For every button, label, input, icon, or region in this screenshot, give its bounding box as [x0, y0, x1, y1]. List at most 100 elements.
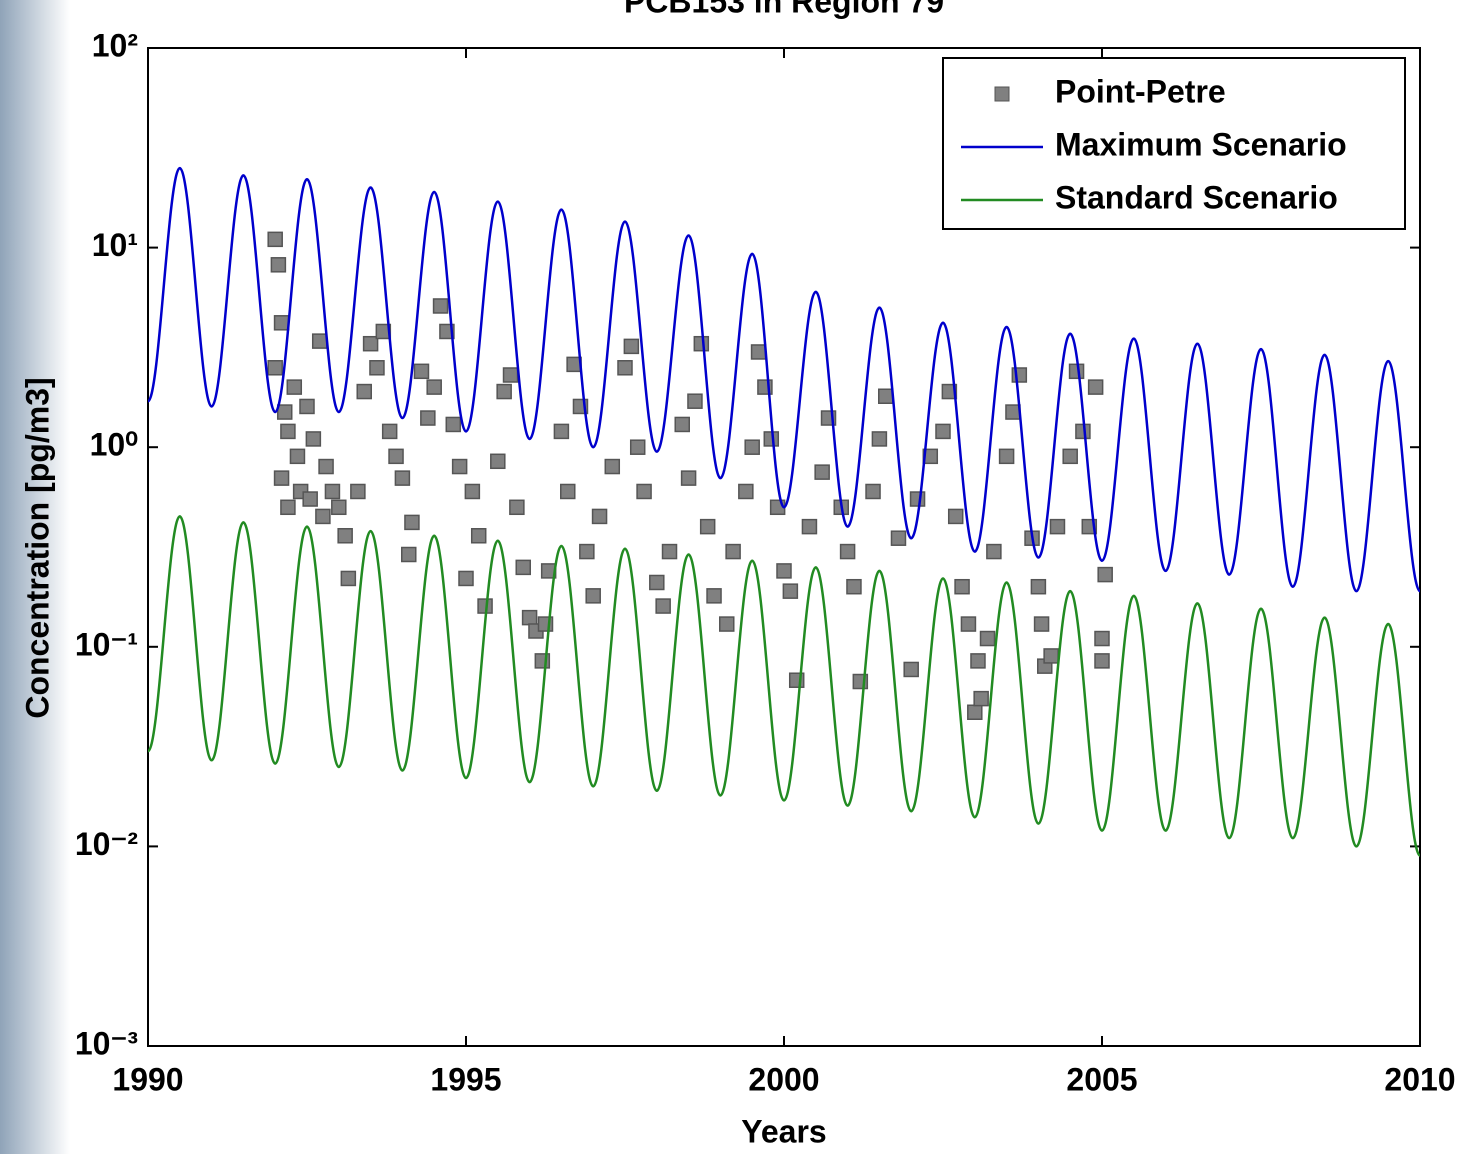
data-point: [1094, 653, 1110, 669]
data-point: [337, 528, 353, 544]
data-point: [289, 448, 306, 465]
data-point: [426, 379, 442, 395]
data-point: [629, 439, 646, 455]
data-point: [311, 333, 328, 349]
data-point: [998, 448, 1015, 465]
data-point: [388, 448, 404, 465]
data-point: [693, 335, 710, 352]
series-line: [146, 166, 1422, 593]
data-point: [954, 578, 970, 595]
data-point: [340, 570, 357, 587]
data-point: [719, 616, 735, 632]
data-point: [1068, 363, 1085, 380]
plot-content: [146, 166, 1422, 857]
data-point: [680, 470, 697, 486]
data-point: [890, 530, 907, 546]
data-point: [585, 588, 601, 604]
data-point: [922, 448, 939, 465]
data-point: [302, 491, 318, 507]
series-line: [146, 515, 1422, 857]
data-point: [909, 491, 926, 507]
data-point: [706, 588, 722, 604]
data-point: [369, 360, 385, 376]
data-point: [979, 630, 996, 647]
data-point: [515, 559, 531, 576]
data-point: [776, 563, 792, 579]
y-tick-label: 10⁻³: [75, 1025, 138, 1061]
x-tick-label: 2010: [1384, 1061, 1455, 1097]
data-point: [305, 431, 322, 447]
data-point: [381, 423, 398, 440]
data-point: [661, 543, 678, 560]
legend-label: Maximum Scenario: [1055, 126, 1347, 162]
data-point: [878, 388, 894, 404]
data-point: [324, 483, 341, 500]
data-point: [947, 508, 964, 525]
data-point: [846, 578, 862, 595]
legend-label: Point-Petre: [1055, 73, 1226, 109]
data-point: [725, 543, 741, 560]
data-point: [967, 704, 983, 720]
data-point: [502, 367, 519, 383]
data-point: [617, 360, 633, 376]
data-point: [871, 431, 888, 447]
x-tick-label: 1995: [430, 1061, 501, 1097]
data-point: [1005, 404, 1021, 420]
data-point: [579, 543, 595, 560]
data-point: [560, 483, 576, 500]
data-point: [801, 518, 818, 535]
data-point: [1062, 448, 1078, 465]
data-point: [445, 416, 462, 433]
data-point: [960, 616, 977, 632]
y-tick-label: 10⁰: [90, 427, 139, 463]
data-point: [553, 423, 570, 440]
data-point: [1094, 630, 1110, 647]
data-point: [1043, 648, 1059, 664]
data-point: [674, 416, 690, 433]
data-point: [509, 499, 525, 516]
y-tick-label: 10⁻¹: [75, 626, 138, 662]
data-point: [350, 483, 366, 500]
data-point: [1033, 616, 1050, 632]
y-axis-label: Concentration [pg/m3]: [19, 377, 55, 718]
data-point: [521, 609, 538, 626]
data-point: [636, 483, 652, 500]
data-point: [362, 335, 379, 352]
background-strip: [0, 0, 70, 1154]
data-point: [738, 483, 754, 500]
data-point: [280, 423, 296, 440]
data-point: [1049, 518, 1066, 535]
data-point: [451, 458, 468, 475]
data-point: [1075, 423, 1091, 440]
data-point: [763, 431, 780, 447]
x-tick-label: 1990: [112, 1061, 183, 1097]
data-point: [604, 458, 621, 475]
data-point: [286, 379, 303, 395]
y-tick-label: 10⁻²: [75, 826, 138, 862]
data-point: [782, 583, 799, 599]
data-point: [655, 598, 671, 614]
data-point: [490, 453, 506, 470]
data-point: [315, 508, 331, 525]
legend-marker: [994, 86, 1010, 102]
x-tick-label: 2000: [748, 1061, 819, 1097]
x-axis-label: Years: [741, 1113, 826, 1149]
data-point: [413, 363, 430, 380]
data-point: [276, 404, 293, 420]
data-point: [299, 398, 315, 415]
data-point: [986, 543, 1002, 560]
data-point: [623, 338, 640, 355]
data-point: [970, 653, 986, 669]
data-point: [420, 410, 436, 426]
data-point: [356, 383, 372, 400]
data-point: [1030, 578, 1047, 595]
data-point: [496, 383, 512, 400]
data-point: [267, 360, 283, 376]
data-point: [814, 464, 830, 480]
chart-title: PCB153 in Region 79: [624, 0, 944, 19]
data-point: [432, 298, 449, 314]
data-point: [331, 499, 347, 516]
data-point: [270, 257, 287, 273]
data-point: [273, 315, 290, 331]
